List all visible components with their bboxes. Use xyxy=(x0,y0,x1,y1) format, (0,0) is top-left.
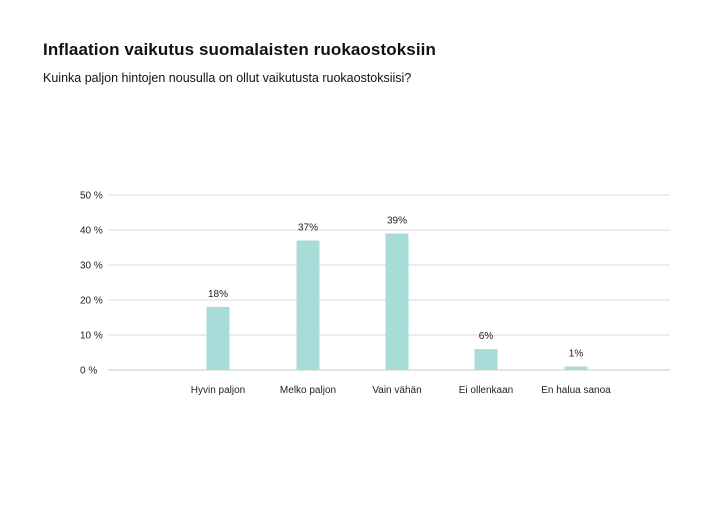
x-tick-label: Vain vähän xyxy=(372,385,421,396)
x-tick-label: En halua sanoa xyxy=(541,385,611,396)
x-tick-label: Hyvin paljon xyxy=(191,385,245,396)
y-tick-label: 10 % xyxy=(80,331,103,342)
chart-subtitle: Kuinka paljon hintojen nousulla on ollut… xyxy=(43,71,412,85)
y-tick-label: 30 % xyxy=(80,261,103,272)
data-label: 1% xyxy=(569,349,584,360)
data-label: 6% xyxy=(479,331,494,342)
data-label: 18% xyxy=(208,289,228,300)
bar xyxy=(474,349,498,370)
y-tick-label: 40 % xyxy=(80,226,103,237)
bar xyxy=(296,240,320,370)
data-label: 37% xyxy=(298,223,318,234)
chart-title: Inflaation vaikutus suomalaisten ruokaos… xyxy=(43,40,436,59)
data-label: 39% xyxy=(387,216,407,227)
y-tick-label: 0 % xyxy=(80,366,97,377)
bar xyxy=(206,307,230,370)
x-tick-label: Ei ollenkaan xyxy=(459,385,513,396)
x-tick-label: Melko paljon xyxy=(280,385,336,396)
bar xyxy=(564,366,588,370)
y-tick-label: 50 % xyxy=(80,191,103,202)
bar xyxy=(385,233,409,370)
y-tick-label: 20 % xyxy=(80,296,103,307)
